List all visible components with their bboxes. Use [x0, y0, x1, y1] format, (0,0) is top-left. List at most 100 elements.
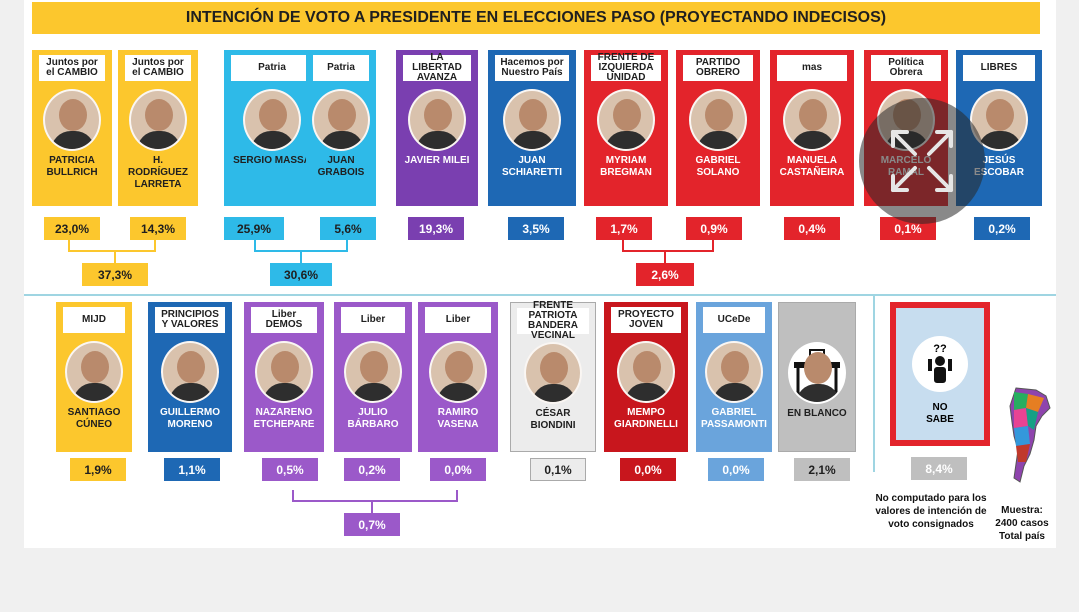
candidate-percentage: 0,9% — [686, 217, 742, 240]
group-bracket-stem — [371, 502, 373, 513]
argentina-map-icon — [1006, 386, 1052, 491]
candidate-percentage: 23,0% — [44, 217, 100, 240]
candidate-photo — [970, 89, 1028, 151]
party-logo: PARTIDO OBRERO — [683, 55, 753, 81]
group-percentage: 0,7% — [344, 513, 400, 536]
party-logo: mas — [777, 55, 847, 81]
candidate-name: NAZARENO ETCHEPARE — [253, 407, 315, 430]
candidate-percentage: 0,2% — [344, 458, 400, 481]
candidate-card-julio-barbaro: Liber JULIO BÁRBARO — [334, 302, 412, 452]
candidate-card-cesar-biondini: FRENTE PATRIOTA BANDERA VECINAL CÉSAR BIO… — [510, 301, 596, 452]
candidate-percentage: 0,4% — [784, 217, 840, 240]
candidate-card-mempo-giardinelli: PROYECTO JOVEN MEMPO GIARDINELLI — [604, 302, 688, 452]
candidate-photo — [312, 89, 370, 151]
candidate-percentage: 5,6% — [320, 217, 376, 240]
party-logo: UCeDe — [703, 307, 765, 333]
candidate-photo — [689, 89, 747, 151]
candidate-name: JULIO BÁRBARO — [347, 407, 399, 430]
candidate-card-juan-schiaretti: Hacemos por Nuestro País JUAN SCHIARETTI — [488, 50, 576, 206]
candidate-card-h-rodriguez-larreta: Juntos por el CAMBIO H. RODRÍGUEZ LARRETA — [118, 50, 198, 206]
candidate-card-santiago-cuneo: MIJD SANTIAGO CÚNEO — [56, 302, 132, 452]
ballot-box-icon — [788, 342, 846, 404]
no-sabe-card: ?? NO SABE — [890, 302, 990, 446]
candidate-photo — [43, 89, 101, 151]
candidate-card-myriam-bregman: FRENTE DE IZQUIERDA UNIDAD MYRIAM BREGMAN — [584, 50, 668, 206]
candidate-percentage: 0,2% — [974, 217, 1030, 240]
party-logo: FRENTE PATRIOTA BANDERA VECINAL — [517, 301, 589, 341]
group-bracket-stem — [114, 252, 116, 263]
group-percentage: 37,3% — [82, 263, 148, 286]
candidate-name: H. RODRÍGUEZ LARRETA — [128, 155, 188, 190]
question-marks: ?? — [933, 343, 947, 355]
candidate-name: GABRIEL SOLANO — [695, 155, 741, 178]
no-sabe-inner: ?? NO SABE — [896, 308, 984, 440]
candidate-photo — [617, 341, 675, 403]
candidate-percentage: 0,0% — [430, 458, 486, 481]
candidate-photo — [243, 89, 301, 151]
question-person-icon: ?? — [912, 336, 968, 392]
candidate-percentage: 19,3% — [408, 217, 464, 240]
candidate-photo — [408, 89, 466, 151]
candidate-percentage: 0,0% — [620, 458, 676, 481]
candidate-card-javier-milei: LA LIBERTAD AVANZA JAVIER MILEI — [396, 50, 478, 206]
group-bracket — [622, 240, 714, 252]
candidate-card-gabriel-passamonti: UCeDe GABRIEL PASSAMONTI — [696, 302, 772, 452]
group-bracket — [68, 240, 156, 252]
candidate-name: MANUELA CASTAÑEIRA — [779, 155, 845, 178]
party-logo: Política Obrera — [871, 55, 941, 81]
candidate-name: EN BLANCO — [787, 408, 847, 419]
candidate-name: MYRIAM BREGMAN — [600, 155, 652, 178]
candidate-card-juan-grabois: Patria JUAN GRABOIS — [306, 50, 376, 206]
candidate-name: JAVIER MILEI — [404, 155, 470, 166]
candidate-percentage: 1,1% — [164, 458, 220, 481]
expand-arrows-icon — [891, 130, 953, 192]
candidate-name: MEMPO GIARDINELLI — [614, 407, 678, 430]
party-logo: Juntos por el CAMBIO — [125, 55, 191, 81]
party-logo: Patria — [313, 55, 369, 81]
candidate-name: JUAN GRABOIS — [317, 155, 365, 178]
candidate-name: SERGIO MASSA — [233, 155, 311, 166]
candidate-percentage: 14,3% — [130, 217, 186, 240]
column-divider — [873, 296, 875, 472]
party-logo: PRINCIPIOS Y VALORES — [155, 307, 225, 333]
party-logo: LIBRES — [963, 55, 1035, 81]
party-logo: Liber — [425, 307, 491, 333]
candidate-card-patricia-bullrich: Juntos por el CAMBIO PATRICIA BULLRICH — [32, 50, 112, 206]
party-logo: Hacemos por Nuestro País — [495, 55, 569, 81]
row-divider — [24, 294, 1056, 296]
party-logo — [785, 308, 849, 334]
party-logo: LA LIBERTAD AVANZA — [403, 53, 471, 83]
group-bracket — [254, 240, 348, 252]
poll-sheet: INTENCIÓN DE VOTO A PRESIDENTE EN ELECCI… — [24, 0, 1056, 548]
candidate-photo — [344, 341, 402, 403]
group-percentage: 2,6% — [636, 263, 694, 286]
candidate-card-sergio-massa: Patria SERGIO MASSA — [224, 50, 320, 206]
candidate-card-gabriel-solano: PARTIDO OBRERO GABRIEL SOLANO — [676, 50, 760, 206]
group-percentage: 30,6% — [270, 263, 332, 286]
party-logo: Liber DEMOS — [251, 307, 317, 333]
not-computed-note: No computado para los valores de intenci… — [875, 493, 987, 530]
group-bracket — [292, 490, 458, 502]
candidate-photo — [783, 89, 841, 151]
candidate-photo — [524, 342, 582, 404]
candidate-card-manuela-castaneira: mas MANUELA CASTAÑEIRA — [770, 50, 854, 206]
party-logo: PROYECTO JOVEN — [611, 307, 681, 333]
candidate-percentage: 0,5% — [262, 458, 318, 481]
candidate-photo — [161, 341, 219, 403]
candidate-card-guillermo-moreno: PRINCIPIOS Y VALORES GUILLERMO MORENO — [148, 302, 232, 452]
party-logo: Liber — [341, 307, 405, 333]
candidate-percentage: 1,9% — [70, 458, 126, 481]
candidate-photo — [429, 341, 487, 403]
candidate-name: RAMIRO VASENA — [437, 407, 479, 430]
expand-overlay-button[interactable] — [859, 98, 985, 224]
candidate-percentage: 0,1% — [530, 458, 586, 481]
candidate-name: JESÚS ESCOBAR — [973, 155, 1024, 178]
candidate-photo — [255, 341, 313, 403]
group-bracket-stem — [300, 252, 302, 263]
candidate-name: GUILLERMO MORENO — [160, 407, 220, 430]
candidate-percentage: 0,0% — [708, 458, 764, 481]
group-bracket-stem — [664, 252, 666, 263]
candidate-percentage: 25,9% — [224, 217, 284, 240]
sample-note: Muestra: 2400 casos Total país — [995, 505, 1049, 542]
candidate-card-ramiro-vasena: Liber RAMIRO VASENA — [418, 302, 498, 452]
